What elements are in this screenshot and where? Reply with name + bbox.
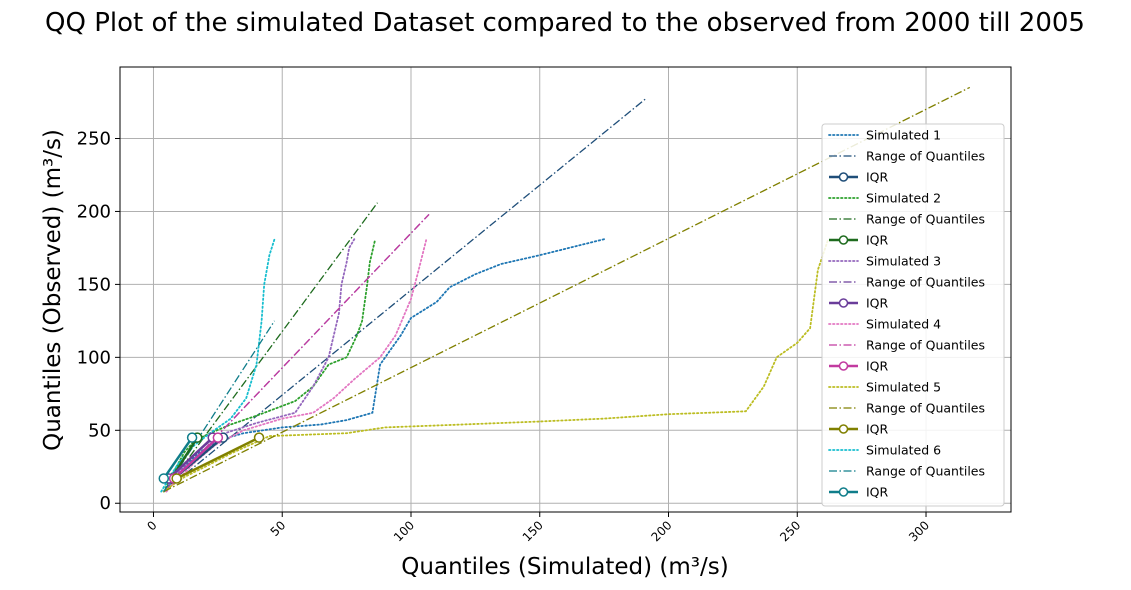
simulated-6-line [160, 238, 276, 493]
legend-label-sim-6: Simulated 6 [866, 443, 941, 458]
legend-label-sim-2: Simulated 2 [866, 191, 941, 206]
legend-label-iqr-6: IQR [866, 485, 889, 500]
x-tick-label: 300 [906, 518, 932, 544]
simulated-2-line [162, 239, 376, 493]
x-axis-label: Quantiles (Simulated) (m³/s) [401, 554, 728, 580]
legend-label-iqr-5: IQR [866, 422, 889, 437]
y-tick-label: 50 [88, 420, 111, 441]
x-tick-label: 150 [520, 518, 546, 544]
iqr-3-line [168, 436, 214, 480]
legend-label-range-6: Range of Quantiles [866, 464, 985, 479]
legend-label-range-2: Range of Quantiles [866, 212, 985, 227]
legend-iqr-1-marker [838, 172, 849, 182]
y-tick-label: 150 [77, 274, 111, 295]
y-tick-label: 250 [77, 128, 111, 149]
iqr-5-marker [253, 432, 265, 443]
legend-label-iqr-3: IQR [866, 296, 889, 311]
simulated-4-line [165, 238, 428, 493]
legend: Simulated 1 Range of Quantiles IQR Simulate… [821, 123, 1005, 507]
x-tick-label: 50 [268, 518, 289, 539]
legend-iqr-4-marker [838, 361, 849, 371]
legend-label-range-4: Range of Quantiles [866, 338, 985, 353]
legend-iqr-2-marker [838, 235, 849, 245]
y-tick-label: 100 [77, 347, 111, 368]
legend-label-sim-3: Simulated 3 [866, 254, 941, 269]
x-tick-label: 100 [391, 518, 417, 544]
legend-label-sim-5: Simulated 5 [866, 380, 941, 395]
plot-area-frame [119, 66, 1012, 513]
iqr-5-line [176, 436, 260, 480]
simulated-3-line [162, 238, 356, 493]
y-tick-label: 200 [77, 201, 111, 222]
y-tick-label: 0 [100, 493, 111, 514]
iqr-5-marker [171, 473, 182, 484]
legend-label-sim-4: Simulated 4 [866, 317, 941, 332]
legend-iqr-3-marker [838, 298, 849, 308]
legend-label-iqr-1: IQR [866, 170, 889, 185]
simulated-1-line [162, 238, 605, 493]
chart-title: QQ Plot of the simulated Dataset compare… [45, 8, 1085, 38]
range-of-quantiles-1-line [163, 98, 646, 493]
iqr-4-line [173, 436, 219, 480]
legend-iqr-6-marker [838, 487, 849, 497]
simulated-5-line [162, 238, 830, 493]
legend-label-range-3: Range of Quantiles [866, 275, 985, 290]
legend-label-range-1: Range of Quantiles [866, 149, 985, 164]
legend-label-sim-1: Simulated 1 [866, 128, 941, 143]
legend-label-range-5: Range of Quantiles [866, 401, 985, 416]
x-tick-label: 0 [144, 518, 159, 533]
iqr-6-line [162, 436, 194, 480]
legend-box [821, 123, 1005, 507]
iqr-6-marker [186, 432, 198, 443]
iqr-6-marker [158, 473, 170, 484]
x-tick-label: 200 [649, 518, 675, 544]
range-of-quantiles-2-line [163, 202, 379, 492]
y-axis-ticks: 0 50 100 150 200 250 [77, 128, 120, 514]
iqr-4-marker [212, 432, 224, 443]
legend-label-iqr-4: IQR [866, 359, 889, 374]
x-tick-label: 250 [777, 518, 803, 544]
legend-iqr-5-marker [838, 424, 849, 434]
x-axis-ticks: 0 50 100 150 200 250 300 [144, 512, 932, 544]
y-axis-label: Quantiles (Observed) (m³/s) [40, 129, 66, 451]
legend-label-iqr-2: IQR [866, 233, 889, 248]
